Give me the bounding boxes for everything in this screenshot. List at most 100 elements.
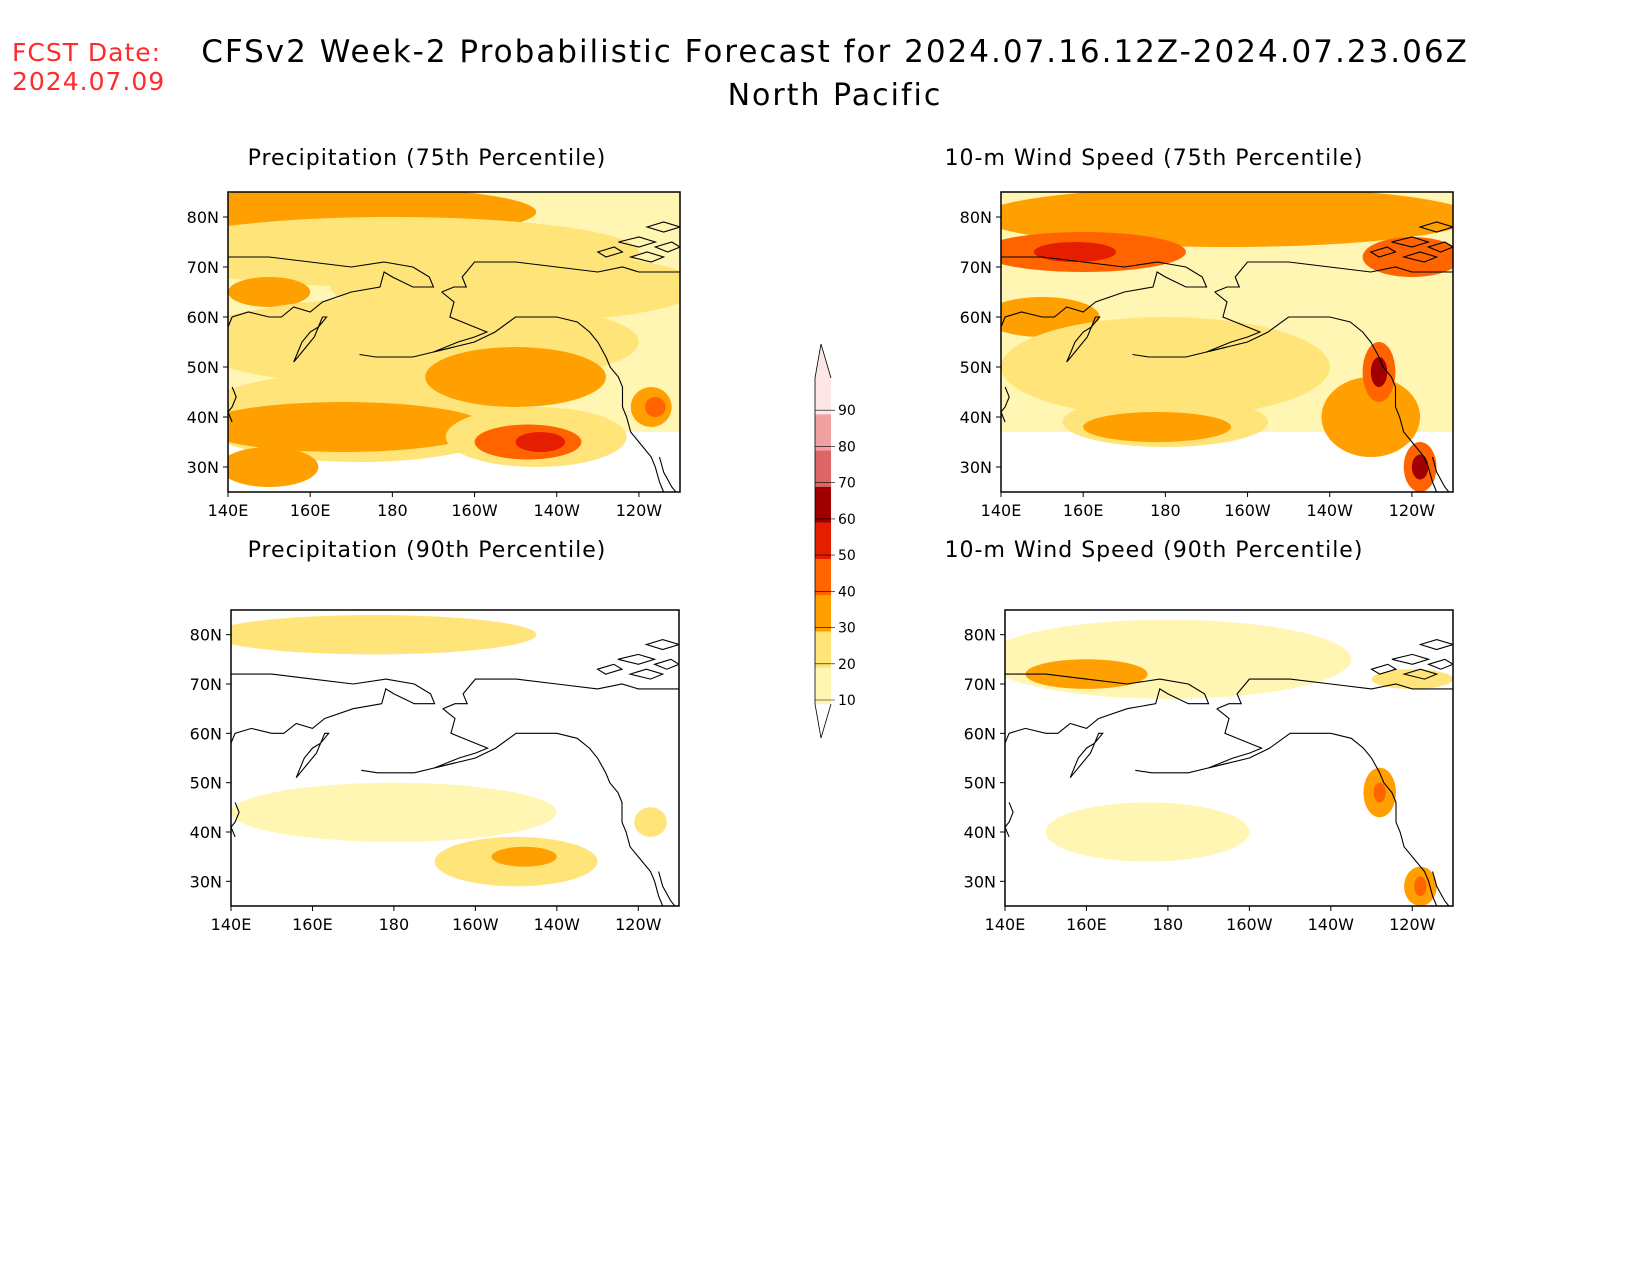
map-field: [228, 192, 680, 492]
y-tick-label: 60N: [187, 308, 219, 327]
colorbar-label: 50: [838, 548, 856, 564]
forecast-date-label: FCST Date:: [12, 38, 162, 67]
panel-title-precip-75: Precipitation (75th Percentile): [247, 146, 607, 171]
probability-area: [228, 402, 487, 452]
probability-area: [1373, 782, 1386, 803]
x-tick-label: 180: [377, 501, 408, 520]
colorbar-segment: [815, 595, 831, 632]
probability-area: [1045, 802, 1250, 862]
y-tick-label: 30N: [964, 872, 996, 891]
x-tick-label: 160E: [1066, 915, 1107, 934]
probability-area: [231, 782, 557, 842]
coastline: [231, 673, 436, 744]
map-panel-wind-75: 30N 40N 50N 60N 70N 80N 140E 160E 180 160W 140W 120…: [960, 191, 1454, 520]
colorbar-segment: [815, 667, 831, 704]
probability-area: [1362, 237, 1453, 277]
map-panel-precip-90: 30N 40N 50N 60N 70N 80N 140E 160E 180 160W 140W 120…: [190, 609, 680, 934]
probability-area: [1370, 357, 1388, 387]
coastline: [433, 291, 665, 492]
probability-area: [634, 807, 667, 837]
map-frame: [227, 191, 681, 493]
region-subtitle: North Pacific: [727, 78, 943, 113]
coastline: [596, 246, 624, 258]
coastline: [228, 256, 435, 328]
probability-area: [231, 615, 537, 655]
x-tick-label: 140E: [208, 501, 249, 520]
x-tick-label: 120W: [616, 501, 663, 520]
coastline: [1208, 708, 1438, 906]
x-tick-label: 120W: [615, 915, 662, 934]
coastline: [1069, 732, 1104, 779]
map-frame: [230, 609, 680, 907]
coastline: [1370, 663, 1398, 675]
colorbar-segment: [815, 631, 831, 668]
coastline: [596, 663, 624, 675]
y-tick-label: 40N: [964, 823, 996, 842]
y-tick-label: 30N: [960, 458, 992, 477]
coastline: [645, 221, 680, 233]
map-frame: [1000, 191, 1454, 493]
colorbar-label: 40: [838, 584, 856, 600]
y-tick-label: 50N: [190, 774, 222, 793]
probability-area: [228, 277, 311, 307]
x-tick-label: 140E: [981, 501, 1022, 520]
y-tick-label: 80N: [960, 208, 992, 227]
x-tick-label: 160E: [1063, 501, 1104, 520]
colorbar-label: 30: [838, 621, 856, 637]
coastline: [1001, 256, 1208, 328]
y-tick-label: 30N: [190, 872, 222, 891]
x-tick-label: 160W: [452, 915, 499, 934]
coastline: [1216, 678, 1453, 710]
probability-area: [515, 432, 565, 452]
probability-area: [491, 846, 557, 867]
y-tick-label: 40N: [187, 408, 219, 427]
forecast-date-value: 2024.07.09: [12, 67, 166, 96]
coastline: [1135, 762, 1230, 774]
coastline: [653, 241, 680, 253]
coastline: [1005, 673, 1210, 744]
y-tick-label: 50N: [187, 358, 219, 377]
coastline: [1391, 653, 1431, 665]
coastline: [359, 346, 455, 358]
map-field: [1001, 192, 1453, 492]
x-tick-label: 160W: [1226, 915, 1273, 934]
colorbar-label: 10: [838, 693, 856, 709]
panel-title-wind-75: 10-m Wind Speed (75th Percentile): [944, 146, 1364, 171]
coastline: [441, 261, 680, 293]
probability-area: [1083, 412, 1232, 442]
map-frame: [1004, 609, 1454, 907]
y-tick-label: 40N: [960, 408, 992, 427]
probability-area: [1411, 454, 1429, 480]
colorbar-top-arrow: [814, 343, 832, 379]
colorbar-segment: [815, 414, 831, 451]
y-tick-label: 60N: [960, 308, 992, 327]
page-title: CFSv2 Week-2 Probabilistic Forecast for …: [201, 34, 1469, 70]
coastline: [658, 871, 676, 906]
coastline: [652, 658, 679, 670]
x-tick-label: 180: [379, 915, 410, 934]
probability-area: [1005, 619, 1352, 699]
colorbar-segment: [815, 486, 831, 523]
coastline: [658, 456, 677, 492]
panel-title-wind-90: 10-m Wind Speed (90th Percentile): [944, 538, 1364, 563]
coastline: [442, 678, 679, 710]
y-tick-label: 60N: [964, 724, 996, 743]
coastline: [1418, 221, 1453, 233]
x-tick-label: 160E: [292, 915, 333, 934]
coastline: [1132, 346, 1228, 358]
coastline: [628, 251, 666, 263]
coastline: [1391, 236, 1431, 248]
coastline: [1206, 291, 1438, 492]
x-tick-label: 120W: [1389, 915, 1436, 934]
map-field: [231, 610, 679, 906]
coastline: [1066, 316, 1101, 363]
coastline: [361, 762, 456, 774]
coastline: [1426, 658, 1453, 670]
x-tick-label: 140W: [534, 915, 581, 934]
coastline: [293, 316, 328, 363]
x-tick-label: 160E: [290, 501, 331, 520]
coastline: [295, 732, 330, 779]
coastline: [618, 236, 658, 248]
colorbar-segment: [815, 450, 831, 487]
